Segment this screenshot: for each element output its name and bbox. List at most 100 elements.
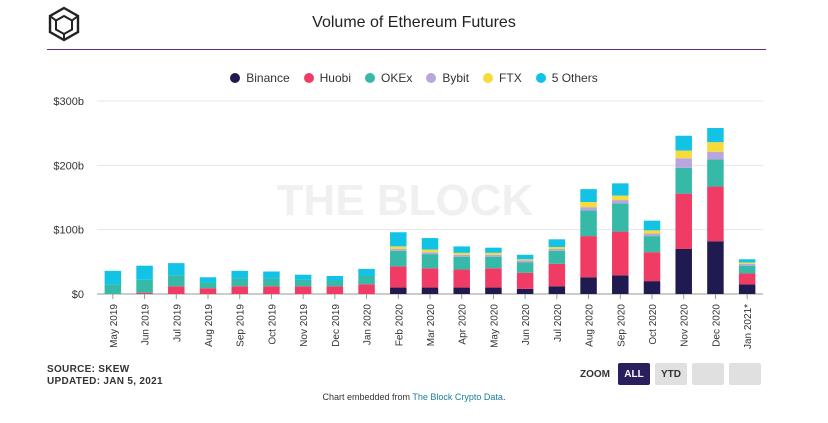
legend-item[interactable]: Huobi <box>303 71 351 85</box>
bar-segment-okex[interactable] <box>643 236 661 253</box>
legend-item[interactable]: Bybit <box>426 71 469 85</box>
bar-segment-binance[interactable] <box>453 287 470 294</box>
bar-segment-bybit[interactable] <box>738 263 756 266</box>
bar-segment-ftx[interactable] <box>738 262 756 264</box>
bar-segment-huobi[interactable] <box>263 286 280 294</box>
bar-segment-bybit[interactable] <box>643 233 661 237</box>
bar-segment-5-others[interactable] <box>263 271 280 279</box>
bar-segment-5-others[interactable] <box>199 277 217 283</box>
bar-segment-okex[interactable] <box>294 279 312 287</box>
bar-segment-okex[interactable] <box>136 279 153 293</box>
bar-segment-huobi[interactable] <box>390 266 407 288</box>
bar-segment-bybit[interactable] <box>707 151 724 160</box>
bar-segment-huobi[interactable] <box>358 284 375 294</box>
bar-segment-huobi[interactable] <box>612 231 629 276</box>
bar-segment-okex[interactable] <box>675 167 692 194</box>
bar-segment-huobi[interactable] <box>326 286 344 294</box>
bar-segment-ftx[interactable] <box>580 202 597 208</box>
bar-segment-okex[interactable] <box>358 275 375 285</box>
bar-segment-bybit[interactable] <box>421 252 439 255</box>
bar-segment-5-others[interactable] <box>675 135 692 151</box>
bar-segment-5-others[interactable] <box>516 254 534 260</box>
bar-segment-okex[interactable] <box>390 250 407 267</box>
bar-segment-binance[interactable] <box>580 277 597 294</box>
bar-segment-huobi[interactable] <box>421 268 439 288</box>
bar-segment-huobi[interactable] <box>453 269 470 288</box>
bar-segment-binance[interactable] <box>516 288 534 294</box>
bar-segment-5-others[interactable] <box>580 189 597 203</box>
bar-segment-huobi[interactable] <box>548 263 566 287</box>
bar-segment-ftx[interactable] <box>390 246 407 249</box>
bar-segment-okex[interactable] <box>263 278 280 287</box>
bar-segment-okex[interactable] <box>199 282 217 289</box>
bar-segment-okex[interactable] <box>453 256 470 270</box>
bar-segment-okex[interactable] <box>231 278 248 287</box>
bar-segment-huobi[interactable] <box>738 273 756 285</box>
bar-segment-binance[interactable] <box>390 287 407 294</box>
bar-segment-bybit[interactable] <box>548 248 566 251</box>
bar-segment-bybit[interactable] <box>612 200 629 204</box>
bar-segment-5-others[interactable] <box>643 220 661 231</box>
bar-segment-okex[interactable] <box>707 159 724 187</box>
legend-item[interactable]: 5 Others <box>535 71 598 85</box>
bar-segment-bybit[interactable] <box>516 260 534 263</box>
bar-segment-ftx[interactable] <box>548 247 566 249</box>
bar-segment-5-others[interactable] <box>390 232 407 247</box>
bar-segment-ftx[interactable] <box>516 259 534 261</box>
bar-segment-binance[interactable] <box>643 281 661 294</box>
bar-segment-bybit[interactable] <box>675 158 692 168</box>
bar-segment-okex[interactable] <box>168 275 185 287</box>
bar-segment-huobi[interactable] <box>675 193 692 249</box>
bar-segment-binance[interactable] <box>421 287 439 294</box>
bar-segment-huobi[interactable] <box>199 288 217 294</box>
bar-segment-okex[interactable] <box>485 256 502 269</box>
bar-segment-5-others[interactable] <box>612 183 629 196</box>
bar-segment-huobi[interactable] <box>168 286 185 294</box>
bar-segment-huobi[interactable] <box>707 186 724 242</box>
bar-segment-binance[interactable] <box>675 248 692 294</box>
bar-segment-huobi[interactable] <box>643 252 661 282</box>
bar-segment-5-others[interactable] <box>136 265 153 280</box>
bar-segment-ftx[interactable] <box>421 249 439 253</box>
bar-segment-5-others[interactable] <box>738 259 756 263</box>
bar-segment-bybit[interactable] <box>580 207 597 211</box>
zoom-ytd-button[interactable]: YTD <box>655 363 687 385</box>
bar-segment-bybit[interactable] <box>453 254 470 257</box>
bar-segment-huobi[interactable] <box>231 286 248 294</box>
bar-segment-ftx[interactable] <box>453 252 470 255</box>
legend-item[interactable]: FTX <box>483 71 522 85</box>
bar-segment-okex[interactable] <box>612 203 629 232</box>
bar-segment-ftx[interactable] <box>643 230 661 234</box>
bar-segment-5-others[interactable] <box>453 246 470 253</box>
bar-segment-bybit[interactable] <box>485 254 502 257</box>
bar-segment-5-others[interactable] <box>421 238 439 250</box>
bar-segment-5-others[interactable] <box>548 239 566 248</box>
zoom-all-button[interactable]: ALL <box>618 363 650 385</box>
bar-segment-okex[interactable] <box>580 210 597 237</box>
bar-segment-huobi[interactable] <box>516 272 534 289</box>
bar-segment-5-others[interactable] <box>326 275 344 281</box>
bar-segment-huobi[interactable] <box>580 236 597 278</box>
bar-segment-ftx[interactable] <box>675 150 692 159</box>
embed-link[interactable]: The Block Crypto Data <box>412 392 503 402</box>
bar-segment-okex[interactable] <box>104 284 122 294</box>
bar-segment-binance[interactable] <box>485 287 502 294</box>
bar-segment-5-others[interactable] <box>707 128 724 143</box>
bar-segment-bybit[interactable] <box>390 248 407 251</box>
bar-segment-ftx[interactable] <box>707 142 724 152</box>
bar-segment-binance[interactable] <box>548 286 566 294</box>
legend-item[interactable]: Binance <box>230 71 290 85</box>
bar-segment-okex[interactable] <box>326 280 344 287</box>
bar-segment-ftx[interactable] <box>485 252 502 255</box>
bar-segment-okex[interactable] <box>738 265 756 274</box>
zoom-blank-button-2[interactable] <box>729 363 761 385</box>
zoom-blank-button-1[interactable] <box>692 363 724 385</box>
bar-segment-huobi[interactable] <box>136 292 153 294</box>
bar-segment-5-others[interactable] <box>485 247 502 253</box>
bar-segment-huobi[interactable] <box>485 268 502 288</box>
bar-segment-5-others[interactable] <box>231 270 248 279</box>
bar-segment-5-others[interactable] <box>358 268 375 276</box>
bar-segment-5-others[interactable] <box>168 263 185 276</box>
bar-segment-okex[interactable] <box>421 254 439 269</box>
bar-segment-binance[interactable] <box>738 284 756 294</box>
